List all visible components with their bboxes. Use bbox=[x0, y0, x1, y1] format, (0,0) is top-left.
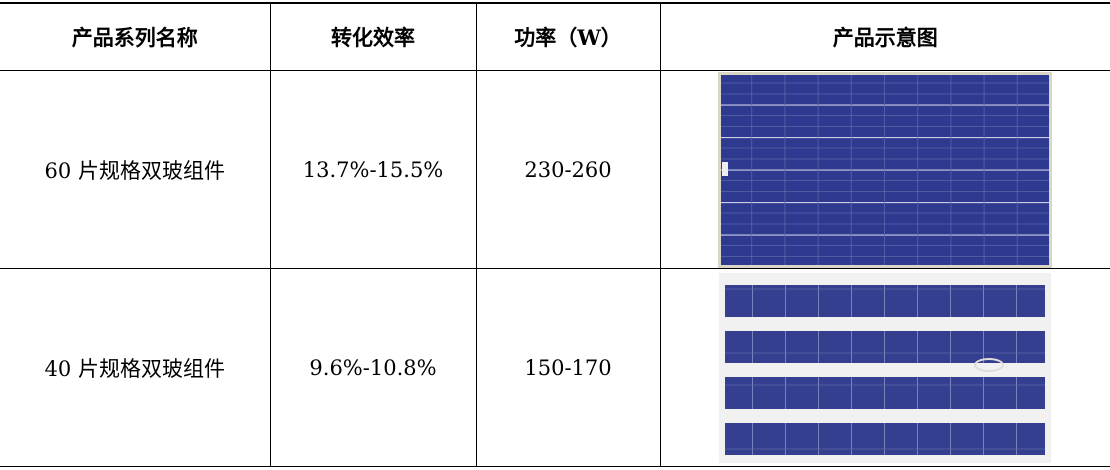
cell: 230-260 bbox=[475, 70, 660, 269]
header-cell: 产品系列名称 bbox=[0, 2, 270, 71]
image-cell bbox=[659, 268, 1110, 467]
row: 40 片规格双玻组件 9.6%-10.8% 150-170 bbox=[0, 268, 1110, 467]
cell: 150-170 bbox=[475, 268, 660, 467]
cell: 9.6%-10.8% bbox=[269, 268, 476, 467]
row: 60 片规格双玻组件 13.7%-15.5% 230-260 bbox=[0, 70, 1110, 269]
header-cell: 功率（W） bbox=[475, 2, 660, 71]
panel-40-image bbox=[719, 272, 1052, 463]
header-cell: 产品示意图 bbox=[659, 2, 1110, 71]
cell: 40 片规格双玻组件 bbox=[0, 268, 270, 467]
header-cell: 转化效率 bbox=[269, 2, 476, 71]
cell: 60 片规格双玻组件 bbox=[0, 70, 270, 269]
image-cell bbox=[659, 70, 1110, 269]
cell: 13.7%-15.5% bbox=[269, 70, 476, 269]
header-row: 产品系列名称 转化效率 功率（W） 产品示意图 bbox=[0, 2, 1110, 71]
panel-60-image bbox=[718, 71, 1053, 268]
